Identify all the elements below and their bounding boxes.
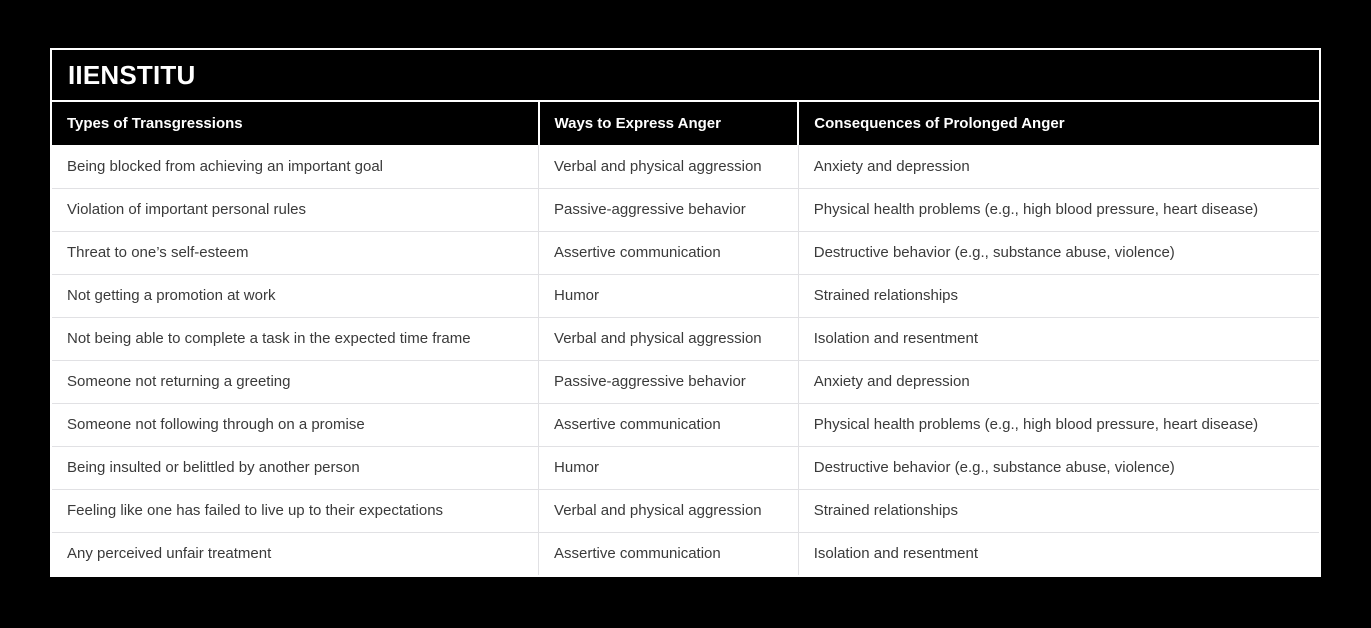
table-cell: Not getting a promotion at work	[52, 273, 539, 317]
table-cell: Verbal and physical aggression	[538, 488, 799, 532]
table-row: Not being able to complete a task in the…	[52, 316, 1319, 360]
table-cell: Violation of important personal rules	[52, 187, 539, 231]
table-row: Not getting a promotion at work Humor St…	[52, 273, 1319, 317]
table-row: Someone not following through on a promi…	[52, 402, 1319, 446]
table-cell: Assertive communication	[538, 230, 799, 274]
table-cell: Verbal and physical aggression	[538, 145, 799, 188]
table-row: Feeling like one has failed to live up t…	[52, 488, 1319, 532]
table-row: Being blocked from achieving an importan…	[52, 145, 1319, 188]
brand-title: IIENSTITU	[68, 59, 196, 90]
table-cell: Assertive communication	[538, 531, 799, 575]
table-cell: Not being able to complete a task in the…	[52, 316, 539, 360]
table-cell: Assertive communication	[538, 402, 799, 446]
table-cell: Verbal and physical aggression	[538, 316, 799, 360]
table-cell: Being insulted or belittled by another p…	[52, 445, 539, 489]
table-row: Someone not returning a greeting Passive…	[52, 359, 1319, 403]
table-cell: Humor	[538, 273, 799, 317]
table-row: Threat to one’s self-esteem Assertive co…	[52, 230, 1319, 274]
table-cell: Threat to one’s self-esteem	[52, 230, 539, 274]
table-row: Being insulted or belittled by another p…	[52, 445, 1319, 489]
table-cell: Anxiety and depression	[797, 359, 1319, 403]
content-card: IIENSTITU Types of Transgressions Ways t…	[50, 48, 1321, 577]
table-cell: Strained relationships	[797, 273, 1319, 317]
anger-table: Types of Transgressions Ways to Express …	[52, 102, 1319, 575]
table-cell: Passive-aggressive behavior	[538, 187, 799, 231]
column-header-ways-to-express-anger: Ways to Express Anger	[537, 102, 799, 145]
table-cell: Strained relationships	[797, 488, 1319, 532]
table-cell: Any perceived unfair treatment	[52, 531, 539, 575]
table-cell: Someone not returning a greeting	[52, 359, 539, 403]
table-cell: Humor	[538, 445, 799, 489]
table-cell: Destructive behavior (e.g., substance ab…	[797, 230, 1319, 274]
table-cell: Isolation and resentment	[797, 531, 1319, 575]
table-cell: Destructive behavior (e.g., substance ab…	[797, 445, 1319, 489]
table-row: Any perceived unfair treatment Assertive…	[52, 531, 1319, 575]
table-cell: Feeling like one has failed to live up t…	[52, 488, 539, 532]
column-header-consequences-of-prolonged-anger: Consequences of Prolonged Anger	[797, 102, 1319, 145]
table-cell: Anxiety and depression	[797, 145, 1319, 188]
table-cell: Passive-aggressive behavior	[538, 359, 799, 403]
table-cell: Isolation and resentment	[797, 316, 1319, 360]
table-cell: Physical health problems (e.g., high blo…	[797, 187, 1319, 231]
table-cell: Being blocked from achieving an importan…	[52, 145, 539, 188]
table-header-row: Types of Transgressions Ways to Express …	[52, 102, 1319, 145]
title-bar: IIENSTITU	[52, 50, 1319, 102]
table-cell: Physical health problems (e.g., high blo…	[797, 402, 1319, 446]
table-row: Violation of important personal rules Pa…	[52, 187, 1319, 231]
table-cell: Someone not following through on a promi…	[52, 402, 539, 446]
column-header-types-of-transgressions: Types of Transgressions	[52, 102, 539, 145]
